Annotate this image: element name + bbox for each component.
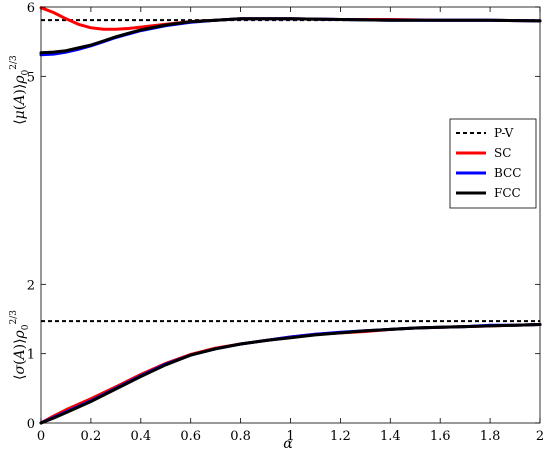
x-tick-label: 1 — [286, 429, 294, 444]
legend-label-fcc: FCC — [494, 186, 521, 200]
legend-box — [449, 118, 537, 209]
x-tick-label: 1.4 — [380, 429, 401, 444]
y-axis-ticks: 0 1 2 5 6 — [27, 1, 540, 432]
x-tick-label: 0.4 — [130, 429, 151, 444]
x-tick-label: 2 — [536, 429, 544, 444]
x-tick-label: 0.8 — [230, 429, 251, 444]
x-tick-label: 0.6 — [180, 429, 201, 444]
x-tick-label: 0.2 — [81, 429, 102, 444]
x-axis-label: α — [283, 436, 293, 452]
y-tick-label: 0 — [27, 417, 35, 432]
x-tick-label: 1.8 — [480, 429, 501, 444]
y-tick-label: 2 — [27, 278, 35, 293]
legend: P-V SC BCC FCC — [449, 118, 537, 209]
legend-label-bcc: BCC — [494, 166, 521, 180]
y-tick-label: 5 — [27, 70, 35, 85]
legend-label-p-v: P-V — [494, 126, 514, 140]
x-tick-label: 1.6 — [430, 429, 451, 444]
y-tick-label: 1 — [27, 348, 35, 363]
series-line-fcc-std — [39, 323, 542, 425]
y-tick-label: 6 — [27, 1, 35, 16]
plot-lines — [39, 6, 542, 425]
series-line-fcc-mean — [39, 17, 542, 55]
x-tick-label: 0 — [37, 429, 45, 444]
x-axis-ticks: 0 0.2 0.4 0.6 0.8 1 1.2 1.4 1.6 1.8 2 — [37, 7, 544, 444]
x-tick-label: 1.2 — [330, 429, 351, 444]
legend-label-sc: SC — [494, 146, 511, 160]
